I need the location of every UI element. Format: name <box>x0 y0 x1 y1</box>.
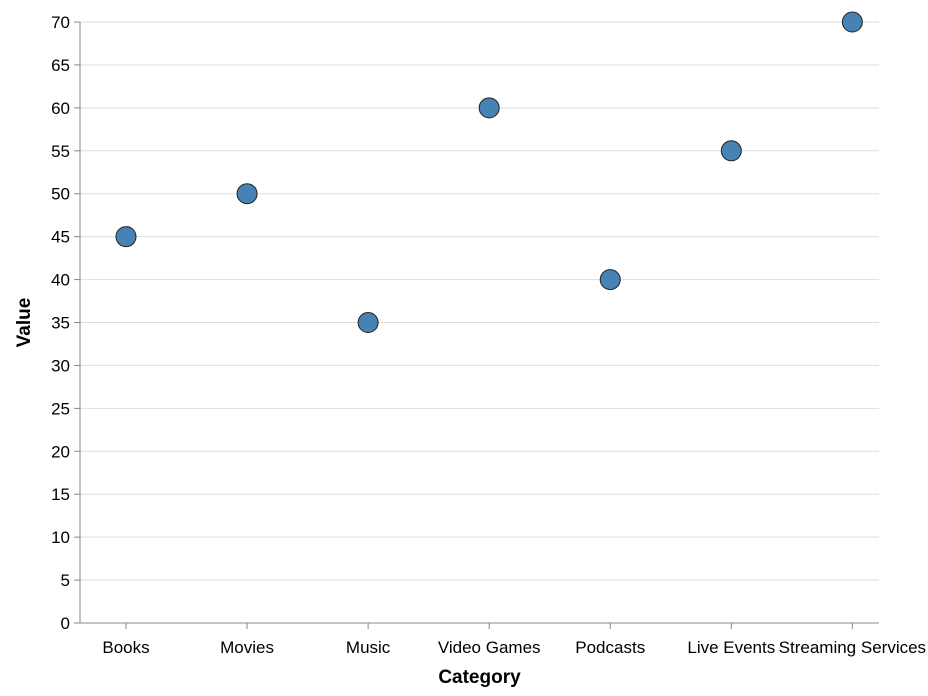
axes-layer: 0 5 10 15 20 25 30 35 40 45 50 55 60 65 70 Books Movies M… <box>51 13 926 657</box>
y-tick-label: 25 <box>51 399 70 418</box>
data-point <box>599 269 621 291</box>
y-tick-label: 30 <box>51 356 70 375</box>
y-axis-title: Value <box>14 298 35 348</box>
grid-layer <box>80 21 879 624</box>
x-axis-title: Category <box>438 667 521 688</box>
x-tick-label: Music <box>346 638 391 657</box>
y-tick-label: 55 <box>51 142 70 161</box>
x-tick-label: Video Games <box>438 638 541 657</box>
y-tick-label: 60 <box>51 99 70 118</box>
x-tick-label: Podcasts <box>575 638 645 657</box>
x-tick-label: Movies <box>220 638 274 657</box>
data-point <box>478 97 500 119</box>
x-tick-label: Books <box>102 638 149 657</box>
data-point <box>841 11 863 33</box>
y-tick-label: 65 <box>51 56 70 75</box>
y-tick-label: 40 <box>51 271 70 290</box>
y-tick-label: 50 <box>51 185 70 204</box>
data-point <box>720 140 742 162</box>
y-tick-label: 15 <box>51 485 70 504</box>
y-tick-label: 70 <box>51 13 70 32</box>
data-point <box>115 226 137 248</box>
y-tick-label: 10 <box>51 528 70 547</box>
y-tick-label: 0 <box>61 614 70 633</box>
data-point <box>236 183 258 205</box>
y-tick-label: 45 <box>51 228 70 247</box>
y-tick-label: 20 <box>51 442 70 461</box>
x-tick-label: Live Events <box>687 638 775 657</box>
y-tick-label: 5 <box>61 571 70 590</box>
y-tick-label: 35 <box>51 314 70 333</box>
x-tick-label: Streaming Services <box>779 638 926 657</box>
data-point <box>357 312 379 333</box>
points-layer <box>115 11 863 333</box>
